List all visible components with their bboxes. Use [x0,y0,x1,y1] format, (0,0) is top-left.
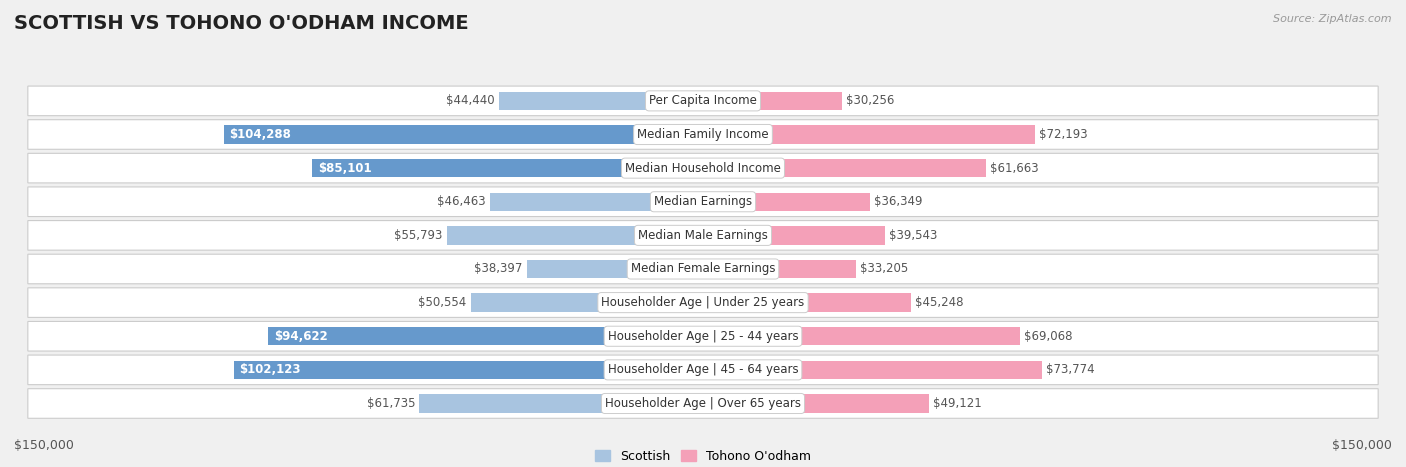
Bar [703,361,1042,379]
Bar [703,327,1021,346]
FancyBboxPatch shape [28,86,1378,116]
FancyBboxPatch shape [28,254,1378,284]
Bar [312,159,703,177]
Bar [703,260,855,278]
Bar [703,293,911,312]
Text: $104,288: $104,288 [229,128,291,141]
Text: Per Capita Income: Per Capita Income [650,94,756,107]
Bar [269,327,703,346]
FancyBboxPatch shape [28,187,1378,217]
FancyBboxPatch shape [28,389,1378,418]
Text: $30,256: $30,256 [846,94,894,107]
Text: $45,248: $45,248 [915,296,963,309]
Text: $38,397: $38,397 [474,262,523,276]
Text: $61,735: $61,735 [367,397,415,410]
Bar [499,92,703,110]
Text: SCOTTISH VS TOHONO O'ODHAM INCOME: SCOTTISH VS TOHONO O'ODHAM INCOME [14,14,468,33]
Text: Median Female Earnings: Median Female Earnings [631,262,775,276]
Text: Median Household Income: Median Household Income [626,162,780,175]
Text: Median Male Earnings: Median Male Earnings [638,229,768,242]
Text: $73,774: $73,774 [1046,363,1095,376]
Legend: Scottish, Tohono O'odham: Scottish, Tohono O'odham [591,445,815,467]
Text: $39,543: $39,543 [889,229,938,242]
FancyBboxPatch shape [28,220,1378,250]
Bar [447,226,703,245]
Text: $61,663: $61,663 [990,162,1039,175]
Bar [703,92,842,110]
FancyBboxPatch shape [28,153,1378,183]
Text: $150,000: $150,000 [14,439,75,452]
Bar [471,293,703,312]
FancyBboxPatch shape [28,120,1378,149]
Text: Householder Age | Under 25 years: Householder Age | Under 25 years [602,296,804,309]
Text: $69,068: $69,068 [1025,330,1073,343]
Bar [224,125,703,144]
Text: Median Earnings: Median Earnings [654,195,752,208]
Bar [419,394,703,413]
Text: Householder Age | Over 65 years: Householder Age | Over 65 years [605,397,801,410]
Bar [703,125,1035,144]
Bar [703,192,870,211]
Text: $72,193: $72,193 [1039,128,1087,141]
Bar [703,226,884,245]
FancyBboxPatch shape [28,288,1378,318]
FancyBboxPatch shape [28,321,1378,351]
Bar [527,260,703,278]
Text: $44,440: $44,440 [446,94,495,107]
Text: $50,554: $50,554 [419,296,467,309]
Text: $49,121: $49,121 [932,397,981,410]
Bar [489,192,703,211]
Text: $85,101: $85,101 [318,162,371,175]
Bar [703,394,928,413]
Text: $46,463: $46,463 [437,195,485,208]
Text: Householder Age | 25 - 44 years: Householder Age | 25 - 44 years [607,330,799,343]
Text: $36,349: $36,349 [875,195,922,208]
Text: $33,205: $33,205 [859,262,908,276]
Text: $94,622: $94,622 [274,330,328,343]
Text: Median Family Income: Median Family Income [637,128,769,141]
Text: Source: ZipAtlas.com: Source: ZipAtlas.com [1274,14,1392,24]
Bar [233,361,703,379]
FancyBboxPatch shape [28,355,1378,385]
Text: $55,793: $55,793 [394,229,443,242]
Text: $150,000: $150,000 [1331,439,1392,452]
Bar [703,159,986,177]
Text: $102,123: $102,123 [239,363,301,376]
Text: Householder Age | 45 - 64 years: Householder Age | 45 - 64 years [607,363,799,376]
